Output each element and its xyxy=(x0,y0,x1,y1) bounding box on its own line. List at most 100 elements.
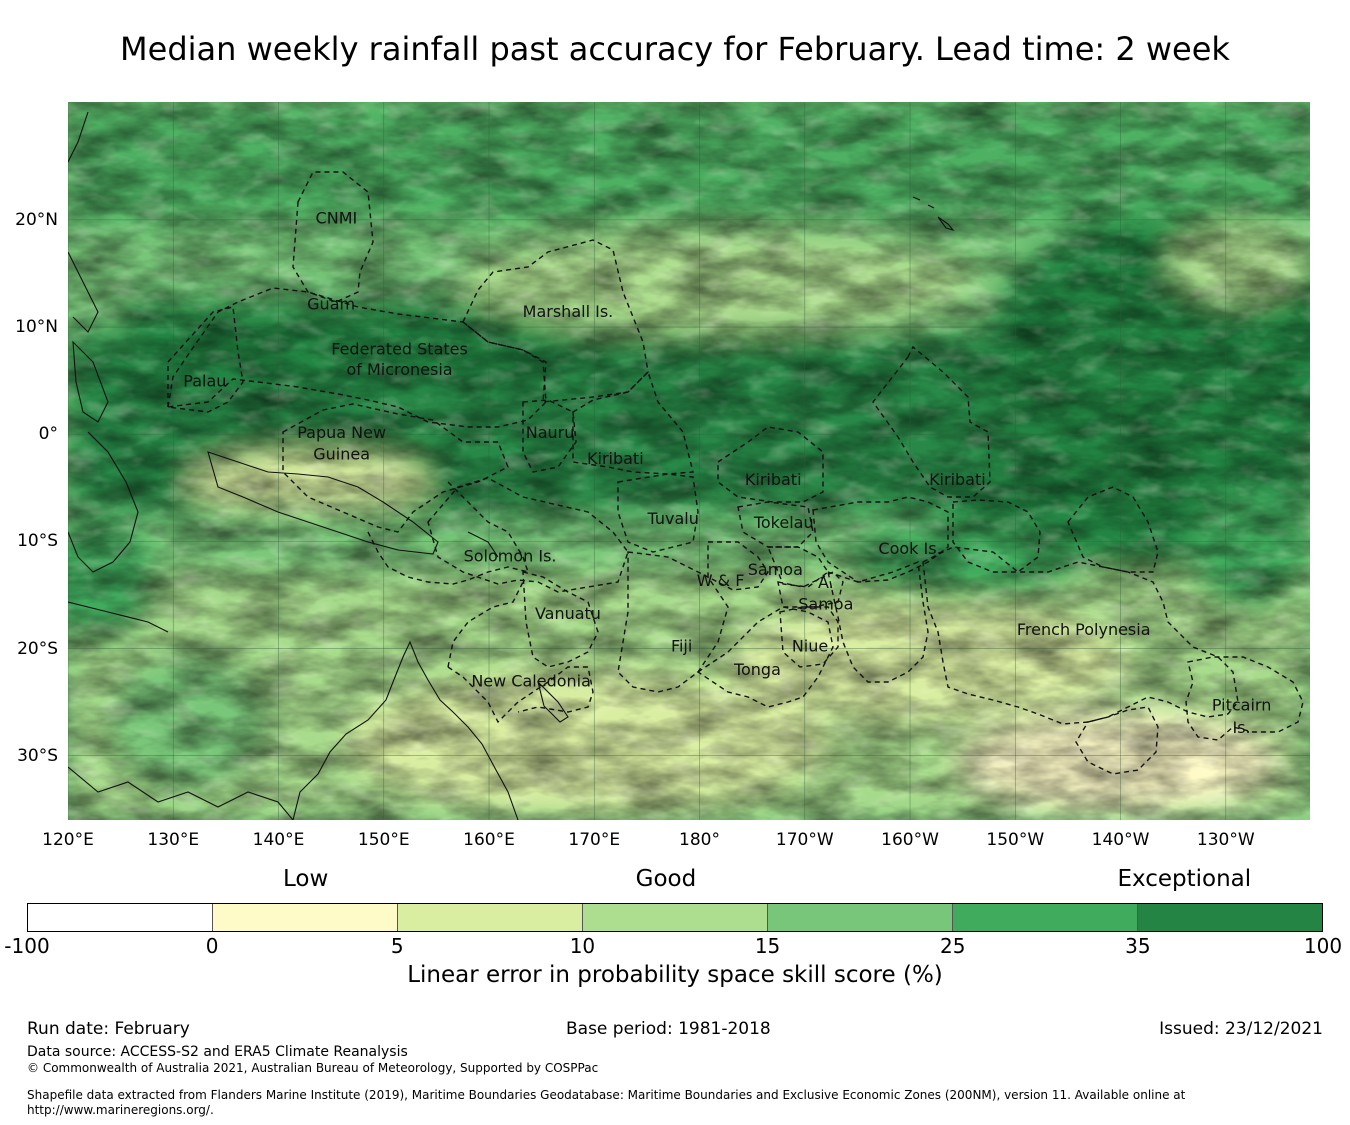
region-label: Samoa xyxy=(748,560,803,579)
region-label: W & F xyxy=(697,571,745,590)
base-period: Base period: 1981-2018 xyxy=(566,1019,771,1039)
colorbar-tick-label: -100 xyxy=(4,934,50,958)
region-label: Kiribati xyxy=(587,449,644,468)
field-texture-light xyxy=(68,102,1310,820)
colorbar-tick-label: 5 xyxy=(390,934,404,958)
colorbar-tick-label: 15 xyxy=(754,934,781,958)
legend-category-label: Exceptional xyxy=(1117,866,1252,892)
eez-cook-north xyxy=(812,496,949,583)
eez-samoa xyxy=(766,546,829,588)
region-label: Pitcairn xyxy=(1212,695,1272,714)
eez-cnmi xyxy=(292,171,374,303)
lat-tick-label: 0° xyxy=(38,424,58,445)
mindanao-coast xyxy=(72,340,109,423)
eez-solomon xyxy=(427,477,629,593)
eez-palau xyxy=(167,306,244,413)
eez-wallis xyxy=(707,541,769,591)
region-label: CNMI xyxy=(316,209,358,228)
region-label: Guinea xyxy=(313,444,370,463)
eez-fiji xyxy=(617,551,729,693)
region-label: Marshall Is. xyxy=(523,302,614,321)
region-label: Fiji xyxy=(671,636,692,655)
region-label: French Polynesia xyxy=(1017,620,1151,639)
eez-niue xyxy=(779,606,839,668)
region-label: Palau xyxy=(183,372,226,391)
eez-american-samoa xyxy=(777,571,844,608)
run-date: Run date: February xyxy=(27,1019,190,1039)
australia-coast xyxy=(292,640,519,820)
eez-fsm xyxy=(167,287,547,428)
lat-tick-label: 10°N xyxy=(15,317,58,338)
eez-cook-south xyxy=(827,561,929,683)
lon-tick-label: 140°W xyxy=(1091,830,1150,850)
lat-tick-label: 20°S xyxy=(17,638,58,659)
region-label: Federated States xyxy=(331,339,468,358)
colorbar-segment xyxy=(398,904,583,931)
issued-date: Issued: 23/12/2021 xyxy=(1159,1019,1323,1039)
legend-category-label: Low xyxy=(282,866,329,892)
eez-png xyxy=(282,403,509,533)
copyright: © Commonwealth of Australia 2021, Austra… xyxy=(27,1061,599,1075)
colorbar-segment xyxy=(953,904,1138,931)
eez-boundaries xyxy=(167,171,1304,775)
colorbar-segment xyxy=(768,904,953,931)
data-source: Data source: ACCESS-S2 and ERA5 Climate … xyxy=(27,1044,408,1060)
lon-tick-label: 150°E xyxy=(357,830,410,850)
eez-vanuatu xyxy=(522,571,599,668)
colorbar-segment xyxy=(1138,904,1322,931)
region-labels: CNMI Guam Marshall Is. Federated States of M… xyxy=(183,209,1271,737)
colorbar-title: Linear error in probability space skill … xyxy=(407,962,943,988)
eez-kiribati-phoenix xyxy=(717,426,824,503)
lon-tick-label: 180° xyxy=(679,830,720,850)
colorbar-segment xyxy=(28,904,213,931)
eez-pitcairn xyxy=(1185,656,1304,741)
lat-tick-label: 10°S xyxy=(17,531,58,552)
eez-tonga xyxy=(696,606,834,708)
colorbar-tick-label: 25 xyxy=(939,934,966,958)
region-label: Tonga xyxy=(733,660,781,679)
legend-category-label: Good xyxy=(635,866,697,892)
map-canvas: CNMI Guam Marshall Is. Federated States of M… xyxy=(68,102,1310,820)
shapefile-note: Shapefile data extracted from Flanders M… xyxy=(27,1088,1186,1117)
eez-marquesas xyxy=(952,499,1041,573)
eez-marquesas-east xyxy=(1067,486,1159,573)
eez-tokelau xyxy=(737,501,814,548)
region-label: Nauru xyxy=(526,423,575,442)
region-label: New Caledonia xyxy=(471,672,591,691)
lon-tick-label: 130°W xyxy=(1196,830,1255,850)
new-caledonia-coast xyxy=(536,680,569,723)
region-label: Tuvalu xyxy=(647,509,699,528)
region-label: Tokelau xyxy=(753,513,814,532)
chart-title: Median weekly rainfall past accuracy for… xyxy=(120,30,1230,68)
region-label: Is. xyxy=(1233,718,1251,737)
skill-score-map[interactable]: CNMI Guam Marshall Is. Federated States of M… xyxy=(68,102,1310,820)
graticule xyxy=(68,102,1310,820)
eez-marshall xyxy=(462,239,649,403)
lat-tick-label: 30°S xyxy=(17,745,58,766)
region-label: Papua New xyxy=(297,423,386,442)
region-label: A. xyxy=(818,573,834,592)
colorbar-segment xyxy=(213,904,398,931)
eez-nauru xyxy=(522,399,577,473)
colorbar-tick-label: 35 xyxy=(1125,934,1151,958)
eez-austral xyxy=(1075,706,1159,775)
lon-tick-label: 140°E xyxy=(252,830,305,850)
eez-kiribati-gilbert xyxy=(572,370,694,475)
lon-tick-label: 120°E xyxy=(42,830,94,850)
colorbar-tick-label: 0 xyxy=(205,934,219,958)
lon-tick-label: 150°W xyxy=(986,830,1045,850)
region-label: Cook Is. xyxy=(878,539,941,558)
colorbar-tick-label: 10 xyxy=(569,934,596,958)
hawaii-coast xyxy=(937,216,955,232)
colorbar xyxy=(27,903,1323,932)
colorbar-tick-label: 100 xyxy=(1303,934,1343,958)
region-label: Solomon Is. xyxy=(464,546,557,565)
region-label: Guam xyxy=(307,294,355,313)
lon-tick-label: 130°E xyxy=(147,830,200,850)
lon-tick-label: 160°E xyxy=(463,830,515,850)
lon-tick-label: 170°E xyxy=(568,830,621,850)
lon-tick-label: 170°W xyxy=(775,830,834,850)
colorbar-segment xyxy=(583,904,768,931)
eez-french-polynesia xyxy=(922,546,1239,725)
region-label: Niue xyxy=(792,636,828,655)
